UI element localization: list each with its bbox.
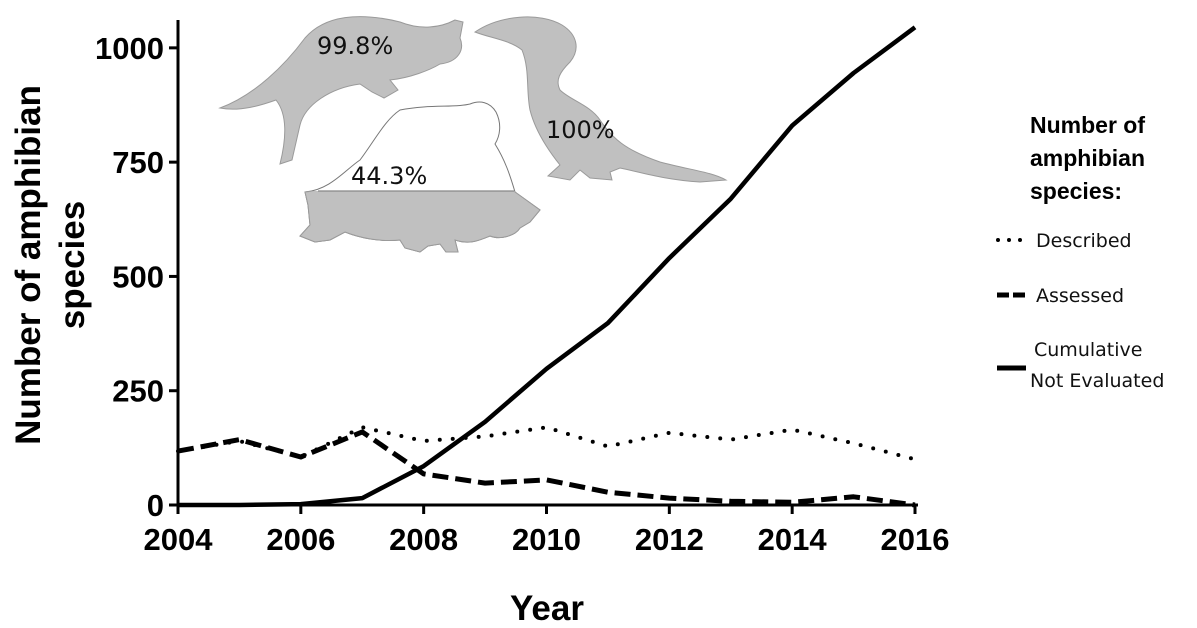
legend-title-line-2: amphibian — [1030, 145, 1145, 171]
legend-label-described: Described — [1036, 230, 1132, 252]
x-tick-label: 2006 — [266, 522, 335, 557]
series-line-described — [176, 425, 917, 462]
x-tick-label: 2008 — [389, 522, 458, 557]
x-ticks: 2004 2006 2008 2010 2012 2014 2016 — [144, 505, 950, 557]
y-axis-title: Number of amphibian species — [9, 85, 92, 445]
annotation-frog: 44.3% — [299, 101, 541, 253]
y-ticks: 0 250 500 750 1000 — [95, 31, 178, 523]
x-tick-label: 2016 — [881, 522, 950, 557]
annotation-label-2: 100% — [546, 116, 615, 144]
annotation-caecilian: 99.8% — [218, 16, 464, 165]
y-axis-title-line-1: Number of amphibian — [9, 85, 48, 445]
y-tick-label: 500 — [112, 259, 164, 294]
x-tick-label: 2010 — [512, 522, 581, 557]
x-tick-label: 2014 — [758, 522, 828, 557]
y-tick-label: 750 — [112, 145, 164, 180]
legend: Number of amphibian species: Described A… — [996, 112, 1164, 392]
x-tick-label: 2004 — [144, 522, 214, 557]
silhouette-frog-fill — [299, 191, 541, 253]
y-axis-title-line-2: species — [53, 201, 92, 329]
series-line-cumulative-not-evaluated — [178, 25, 917, 508]
legend-title-line-3: species: — [1030, 178, 1122, 204]
legend-label-cumulative-line-1: Cumulative — [1034, 339, 1142, 361]
series-line-assessed — [177, 429, 916, 508]
y-tick-label: 0 — [147, 488, 164, 523]
series-layer — [176, 25, 917, 508]
silhouette-right — [473, 16, 728, 183]
legend-title-line-1: Number of — [1030, 112, 1145, 138]
annotation-label-3: 44.3% — [351, 162, 427, 190]
y-tick-label: 1000 — [95, 31, 164, 66]
y-tick-label: 250 — [112, 374, 164, 409]
silhouette-left — [218, 16, 464, 165]
silhouette-group: 99.8% 100% 44.3% — [218, 16, 728, 253]
legend-label-assessed: Assessed — [1036, 285, 1124, 307]
x-axis-title: Year — [510, 589, 584, 628]
annotation-salamander: 100% — [473, 16, 728, 183]
legend-label-cumulative-line-2: Not Evaluated — [1030, 370, 1164, 392]
x-tick-label: 2012 — [635, 522, 704, 557]
annotation-label-1: 99.8% — [317, 32, 393, 60]
